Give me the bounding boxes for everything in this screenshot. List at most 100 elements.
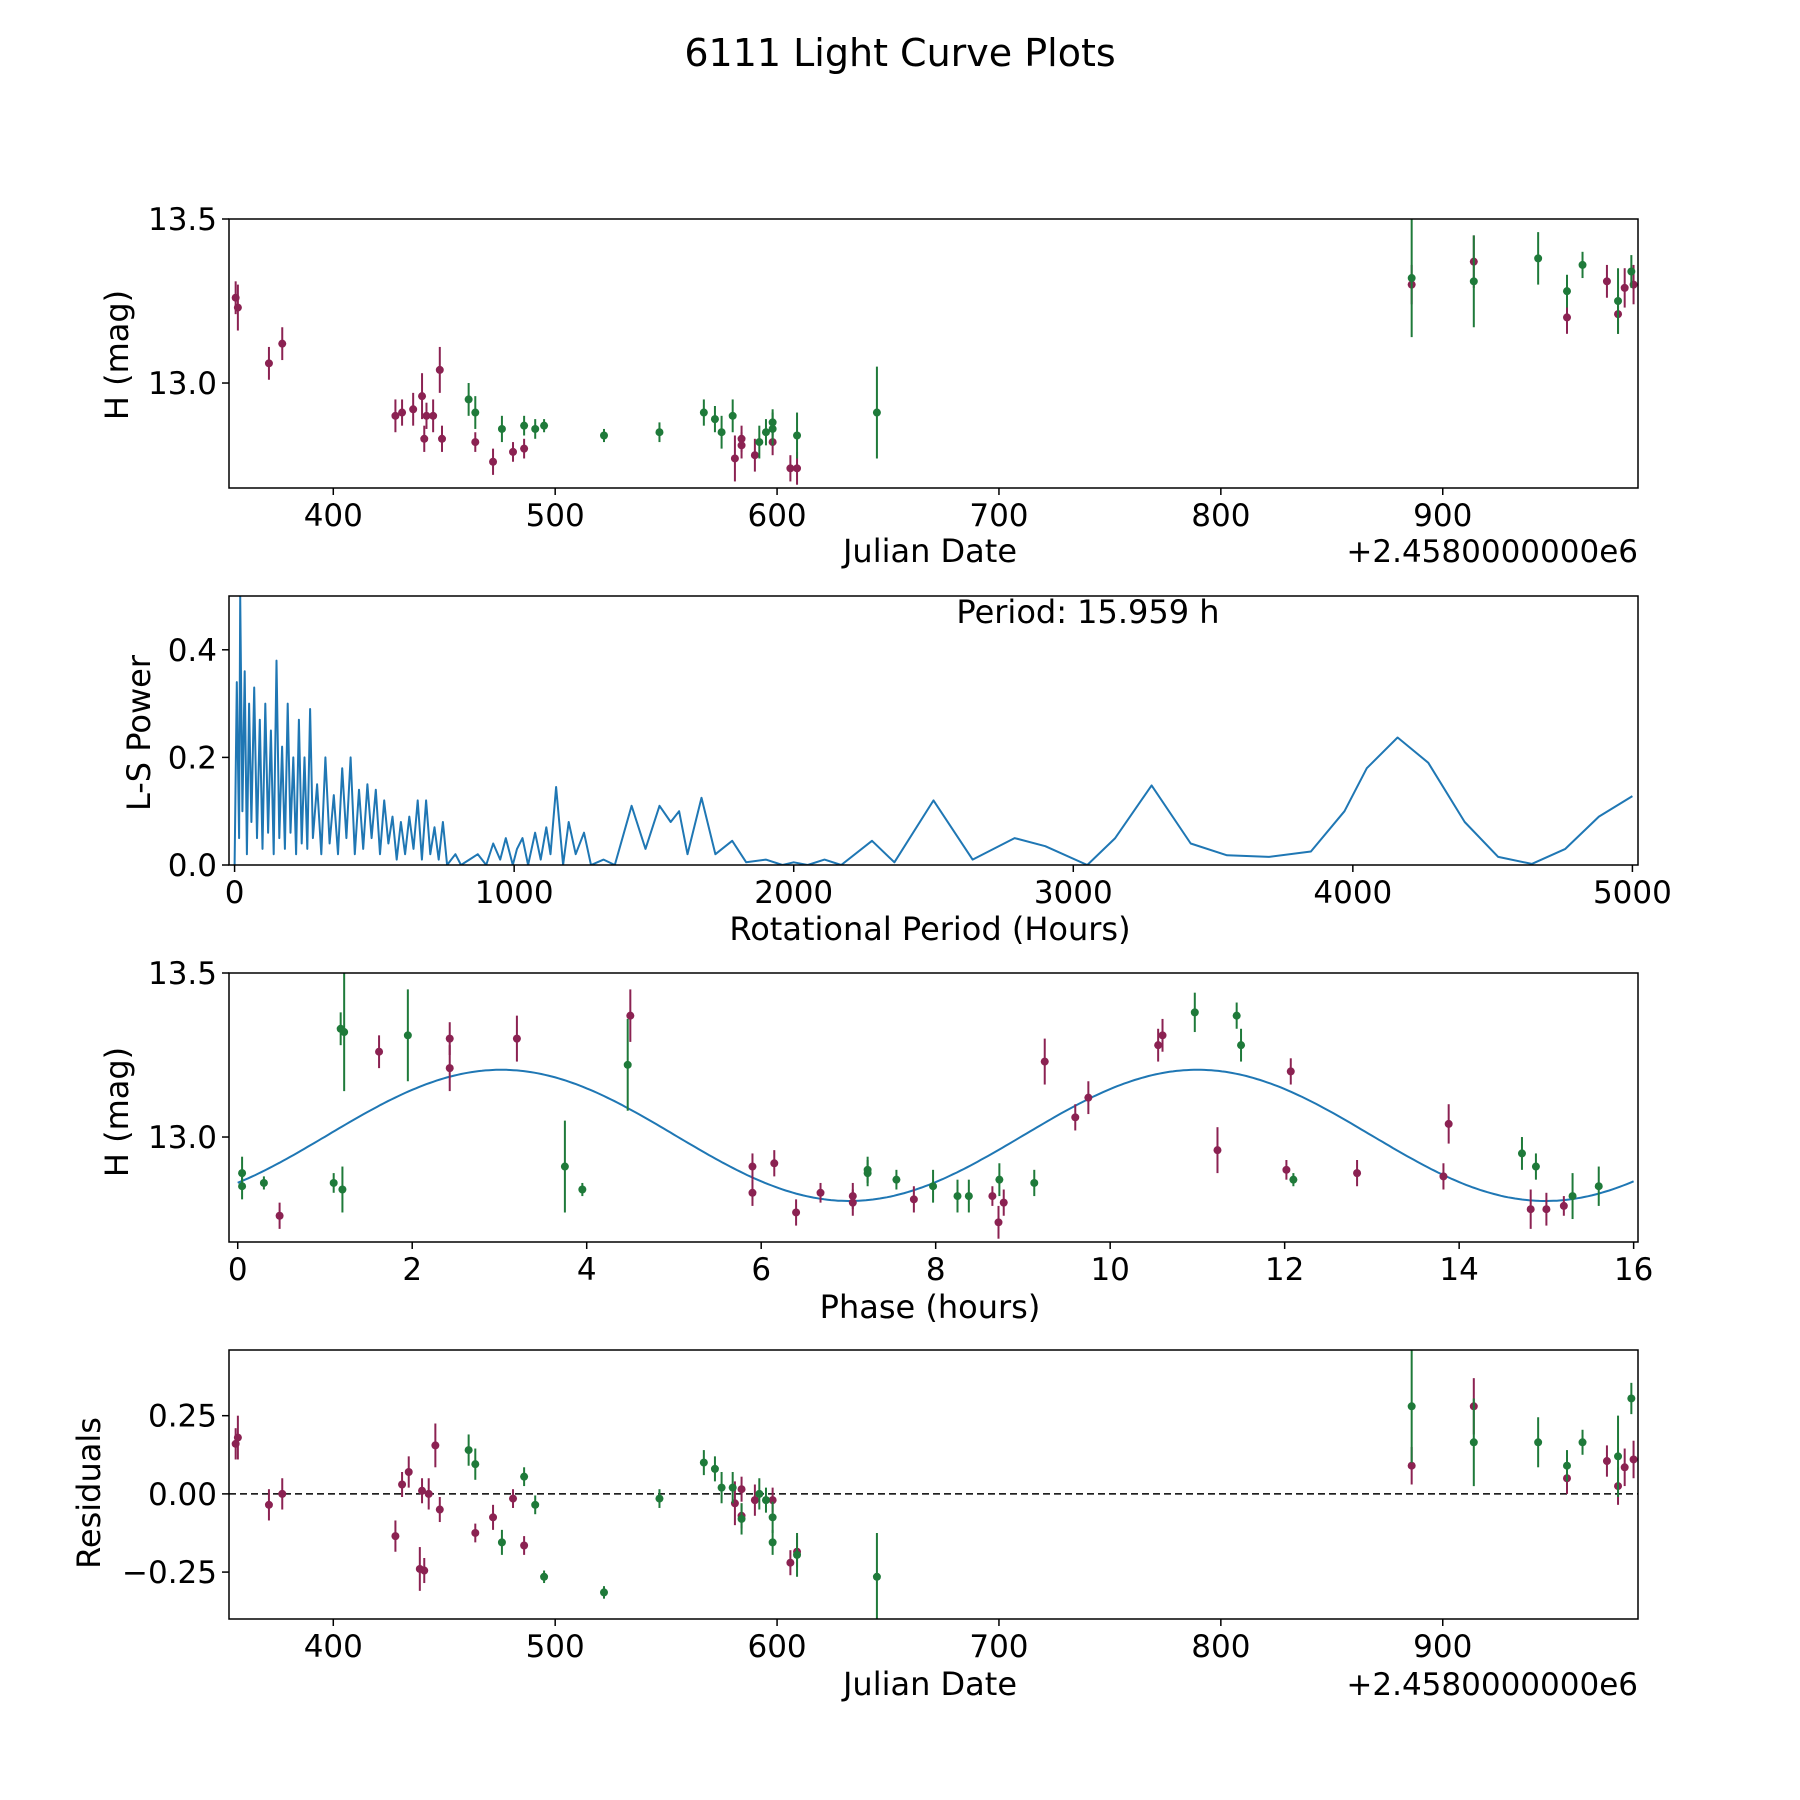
residuals-plot-area: 400 500 600 700 800 900 −0.25 0.00 0.25 — [122, 1349, 1639, 1665]
point-marker — [761, 428, 770, 437]
data-point-maroon — [1602, 264, 1611, 298]
data-point-maroon — [1286, 1058, 1295, 1085]
x-tick-label: 4000 — [1313, 875, 1392, 911]
data-point-maroon — [509, 1489, 518, 1508]
y-tick-label: 0.0 — [168, 848, 217, 884]
point-marker — [872, 408, 881, 417]
data-point-maroon — [1084, 1081, 1093, 1115]
y-tick-label: 13.5 — [148, 202, 217, 238]
data-point-green — [761, 1487, 770, 1513]
x-tick-label: 4 — [577, 1252, 597, 1288]
point-marker — [489, 1513, 498, 1522]
x-tick-label: 700 — [969, 1629, 1028, 1665]
point-marker — [1154, 1041, 1163, 1050]
data-point-maroon — [1620, 268, 1629, 308]
point-marker — [238, 1182, 247, 1191]
residuals-xlabel: Julian Date — [841, 1665, 1017, 1703]
point-marker — [793, 1550, 802, 1559]
data-point-green — [1594, 1166, 1603, 1206]
data-point-maroon — [429, 399, 438, 433]
data-point-maroon — [489, 448, 498, 475]
panel-periodogram: 0 1000 2000 3000 4000 5000 0.0 0.2 0.4 Period: 1… — [120, 593, 1672, 948]
data-point-maroon — [391, 1520, 400, 1552]
point-marker — [730, 454, 739, 463]
point-marker — [1232, 1011, 1241, 1020]
point-marker — [1469, 1438, 1478, 1447]
data-point-maroon — [748, 1153, 757, 1180]
data-point-maroon — [520, 1536, 529, 1555]
residuals-x-offset: +2.4580000000e6 — [1346, 1667, 1638, 1703]
point-marker — [520, 1541, 529, 1550]
data-point-green — [1030, 1169, 1039, 1197]
data-point-green — [872, 1532, 881, 1619]
data-point-maroon — [737, 432, 746, 459]
light-curve-xlabel: Julian Date — [841, 532, 1017, 570]
data-point-green — [1289, 1173, 1298, 1187]
point-marker — [1562, 313, 1571, 322]
x-tick-label: 12 — [1265, 1252, 1304, 1288]
point-marker — [489, 457, 498, 466]
data-point-maroon — [398, 1471, 407, 1498]
data-point-maroon — [509, 442, 518, 462]
data-point-maroon — [275, 1202, 284, 1229]
data-point-green — [1578, 1429, 1587, 1455]
x-tick-label: 800 — [1191, 1629, 1250, 1665]
point-marker — [929, 1182, 938, 1191]
point-marker — [717, 428, 726, 437]
y-tick-label: 13.0 — [148, 366, 217, 402]
point-marker — [863, 1169, 872, 1178]
phase-ylabel: H (mag) — [98, 1047, 136, 1177]
point-marker — [1407, 1402, 1416, 1411]
point-marker — [1602, 277, 1611, 286]
point-marker — [429, 411, 438, 420]
point-marker — [531, 424, 540, 433]
data-point-green — [872, 366, 881, 459]
x-tick-label: 0 — [225, 875, 245, 911]
figure-title: 6111 Light Curve Plots — [684, 31, 1115, 75]
data-point-maroon — [278, 327, 287, 361]
periodogram-line — [233, 596, 1633, 865]
point-marker — [1627, 1394, 1636, 1403]
point-marker — [623, 1060, 632, 1069]
data-point-maroon — [909, 1186, 918, 1213]
data-point-maroon — [391, 399, 400, 433]
point-marker — [420, 434, 429, 443]
data-point-maroon — [424, 1478, 433, 1510]
data-point-green — [1407, 219, 1416, 338]
point-marker — [816, 1188, 825, 1197]
data-point-green — [755, 1478, 764, 1510]
data-point-green — [995, 1163, 1004, 1197]
point-marker — [892, 1175, 901, 1184]
x-tick-label: 400 — [304, 498, 363, 534]
data-point-maroon — [1542, 1192, 1551, 1226]
point-marker — [1084, 1093, 1093, 1102]
data-point-maroon — [264, 346, 273, 380]
data-point-green — [1469, 235, 1478, 328]
point-marker — [1578, 1438, 1587, 1447]
x-tick-label: 2 — [402, 1252, 422, 1288]
data-point-green — [403, 989, 412, 1082]
point-marker — [338, 1185, 347, 1194]
point-marker — [768, 418, 777, 427]
data-point-maroon — [1158, 1018, 1167, 1052]
point-marker — [1190, 1008, 1199, 1017]
point-marker — [1439, 1172, 1448, 1181]
panel-light-curve: 400 500 600 700 800 900 13.0 13.5 Julian Date H… — [98, 202, 1639, 570]
point-marker — [540, 421, 549, 430]
data-point-maroon — [1444, 1104, 1453, 1144]
data-point-maroon — [420, 1558, 429, 1584]
point-marker — [599, 431, 608, 440]
phase-plot-area: 0 2 4 6 8 10 12 14 16 13.0 13.5 — [148, 956, 1653, 1288]
point-marker — [1542, 1205, 1551, 1214]
data-point-green — [531, 419, 540, 439]
data-point-maroon — [398, 399, 407, 426]
point-marker — [768, 1538, 777, 1547]
y-tick-label: 0.00 — [148, 1477, 217, 1513]
data-point-maroon — [988, 1186, 997, 1206]
data-point-green — [1627, 255, 1636, 288]
data-point-maroon — [730, 435, 739, 482]
data-point-maroon — [471, 432, 480, 452]
data-point-maroon — [786, 455, 795, 482]
data-point-green — [768, 409, 777, 436]
data-point-green — [471, 396, 480, 429]
